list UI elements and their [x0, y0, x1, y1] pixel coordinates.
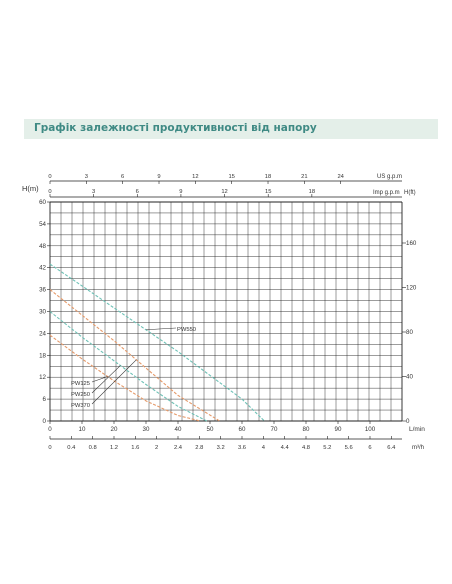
callout-line-pw250: [91, 365, 121, 394]
y2-axis-tick-label: 160: [406, 240, 417, 247]
chart-grid: [49, 201, 403, 422]
us-gpm-tick-label: 12: [192, 174, 198, 180]
x-axis-tick-label: 80: [303, 426, 310, 433]
us-gpm-tick-label: 9: [157, 174, 160, 180]
series-label-pw125: PW125: [71, 381, 90, 387]
m3h-axis-tick-label: 4: [262, 445, 266, 451]
imp-gpm-tick-label: 9: [179, 189, 182, 195]
y-axis-tick-label: 0: [43, 418, 47, 425]
y2-axis-tick-label: 120: [406, 284, 417, 291]
m3h-axis-tick-label: 0.8: [89, 445, 97, 451]
series-label-pw550: PW550: [177, 327, 196, 333]
y-axis-tick-label: 24: [39, 330, 46, 337]
m3h-axis-tick-label: 5.6: [345, 445, 353, 451]
x-axis-tick-label: 30: [143, 426, 150, 433]
y-axis-tick-label: 42: [39, 265, 46, 272]
imp-gpm-tick-label: 6: [136, 189, 139, 195]
x-axis-tick-label: 50: [207, 426, 214, 433]
series-line-pw550: [49, 263, 265, 422]
us-gpm-tick-label: 3: [85, 174, 88, 180]
imp-gpm-tick-label: 12: [221, 189, 227, 195]
imp-gpm-tick-label: 15: [265, 189, 271, 195]
imp-gpm-tick-label: 0: [48, 189, 51, 195]
page-title: Графік залежності продуктивності від нап…: [34, 122, 317, 134]
m3h-axis-tick-label: 3.6: [238, 445, 246, 451]
x-axis-tick-label: 10: [79, 426, 86, 433]
callout-line-pw550: [145, 327, 177, 331]
imp-gpm-tick-label: 18: [309, 189, 315, 195]
x-axis-tick-label: 70: [271, 426, 278, 433]
series-line-pw370: [49, 289, 220, 422]
m3h-axis-tick-label: 2: [155, 445, 158, 451]
us-gpm-tick-label: 24: [337, 174, 344, 180]
x-axis-tick-label: 20: [111, 426, 118, 433]
y-axis-tick-label: 48: [39, 243, 46, 250]
m3h-axis-tick-label: 3.2: [217, 445, 225, 451]
us-gpm-tick-label: 0: [48, 174, 51, 180]
y-axis-tick-label: 30: [39, 309, 46, 316]
y-axis-tick-label: 6: [43, 396, 47, 403]
callout-line-pw370: [91, 359, 137, 405]
us-gpm-tick-label: 21: [301, 174, 307, 180]
m3h-axis-tick-label: 6.4: [387, 445, 396, 451]
x-axis-tick-label: 90: [335, 426, 342, 433]
chart-axes: [47, 180, 406, 440]
us-gpm-tick-label: 15: [228, 174, 234, 180]
m3h-axis-tick-label: 5.2: [323, 445, 331, 451]
m3h-axis-tick-label: 0: [48, 445, 51, 451]
m3h-axis-tick-label: 4.4: [281, 445, 290, 451]
m3h-axis-tick-label: 2.8: [195, 445, 203, 451]
x-axis-tick-label: 100: [365, 426, 376, 433]
us-gpm-axis-label: US g.p.m: [377, 174, 402, 180]
m3h-axis-tick-label: 0.4: [67, 445, 76, 451]
m3h-axis-tick-label: 1.6: [131, 445, 139, 451]
callout-line-pw125: [91, 376, 108, 383]
x-axis-label: L/min: [409, 426, 425, 433]
us-gpm-tick-label: 18: [265, 174, 271, 180]
y-axis-tick-label: 12: [39, 374, 46, 381]
y2-axis-tick-label: 80: [406, 329, 413, 336]
series-line-pw125: [49, 334, 201, 422]
us-gpm-tick-label: 6: [121, 174, 124, 180]
x-axis-tick-label: 0: [48, 426, 52, 433]
imp-gpm-axis-label: Imp g.p.m: [373, 190, 400, 196]
y2-axis-label: H(ft): [404, 190, 416, 196]
m3h-axis-tick-label: 2.4: [174, 445, 183, 451]
m3h-axis-tick-label: 6: [368, 445, 371, 451]
y2-axis-tick-label: 40: [406, 373, 413, 380]
series-label-pw250: PW250: [71, 392, 90, 398]
y-axis-label: H(m): [22, 184, 39, 193]
title-band: Графік залежності продуктивності від нап…: [24, 119, 438, 139]
y-axis-tick-label: 36: [39, 287, 46, 294]
m3h-axis-label: m³/h: [412, 445, 424, 451]
series-line-pw250: [49, 311, 208, 422]
y2-axis-tick-label: 0: [406, 418, 410, 425]
y-axis-tick-label: 60: [39, 199, 46, 206]
x-axis-tick-label: 40: [175, 426, 182, 433]
imp-gpm-tick-label: 3: [92, 189, 95, 195]
m3h-axis-tick-label: 1.2: [110, 445, 118, 451]
series-label-pw370: PW370: [71, 403, 90, 409]
y-axis-tick-label: 18: [39, 352, 46, 359]
chart-series: [49, 263, 265, 422]
y-axis-tick-label: 54: [39, 221, 46, 228]
m3h-axis-tick-label: 4.8: [302, 445, 310, 451]
x-axis-tick-label: 60: [239, 426, 246, 433]
